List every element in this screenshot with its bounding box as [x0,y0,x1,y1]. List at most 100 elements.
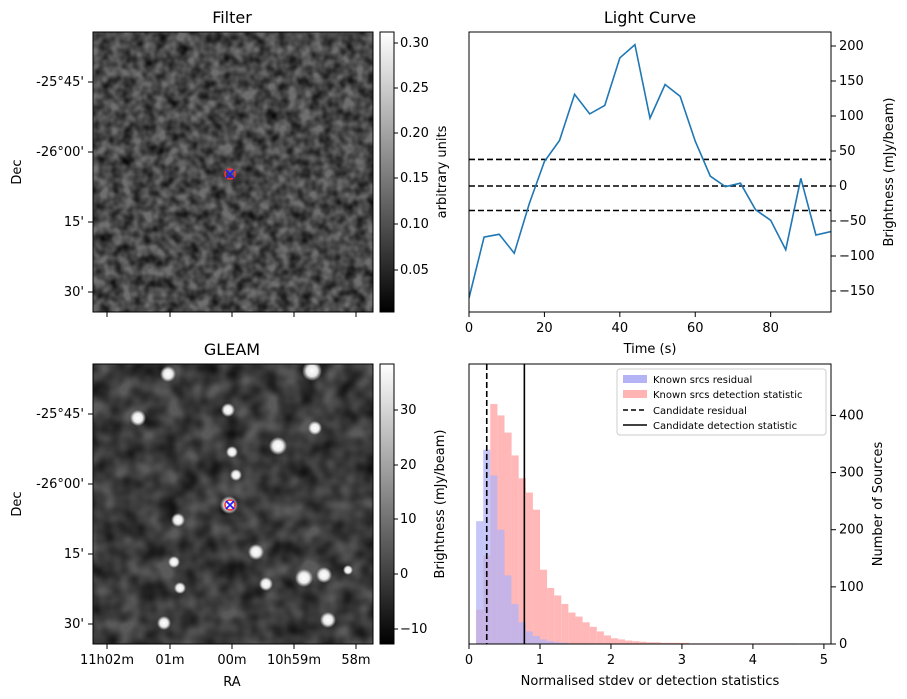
gleam-ytick-label: -26°00' [36,477,84,492]
histogram-panel: 0 1 2 3 4 5 0 100 200 300 400 Normalised stdev or… [433,363,886,689]
filter-cbar-tick-label: 0.05 [400,263,429,278]
histogram-yticks: 0 100 200 300 400 [831,408,864,652]
histogram-xtick-label: 4 [749,653,757,668]
gleam-ytick-label: -25°45' [36,407,84,422]
filter-colorbar-ticks: 0.30 0.25 0.20 0.15 0.10 0.05 [394,36,429,278]
histogram-ytick-label: 0 [839,637,847,652]
histogram-bar [518,478,526,644]
lightcurve-xlabel: Time (s) [623,342,677,357]
legend-label: Candidate detection statistic [653,421,797,432]
gleam-ytick-label: 30' [64,617,84,632]
filter-colorbar-label: arbitrary units [435,125,450,218]
histogram-bar [547,641,555,644]
filter-ytick-label: 15' [64,215,84,230]
histogram-bar [639,641,647,644]
gleam-frame [92,363,374,645]
filter-cbar-tick-label: 0.25 [400,81,429,96]
histogram-bar [596,631,604,644]
lightcurve-ytick-label: −150 [839,284,875,299]
lightcurve-ytick-label: 0 [839,179,847,194]
histogram-bar [497,529,505,644]
gleam-cbar-tick-label: 20 [400,458,417,473]
gleam-yticks: -25°45' -26°00' 15' 30' [36,407,93,632]
histogram-bar [554,642,562,644]
gleam-image [93,364,373,644]
histogram-bar [618,639,626,644]
histogram-bar [539,639,548,644]
histogram-xtick-label: 1 [536,653,544,668]
gleam-cbar-tick-label: 0 [400,567,408,582]
filter-candidate-circle [224,168,236,180]
histogram-xlabel: Normalised stdev or detection statistics [521,674,780,689]
gleam-ylabel: Dec [10,491,25,516]
histogram-ytick-label: 300 [839,466,864,481]
gleam-candidate-x [225,500,235,510]
histogram-bar [667,642,675,644]
gleam-xlabel: RA [223,675,241,690]
histogram-ylabel-left: Brightness (mJy/beam) [433,430,448,579]
gleam-cbar-tick-label: −10 [400,622,427,637]
gleam-xtick-label: 11h02m [80,653,134,668]
gleam-xtick-label: 00m [217,653,246,668]
histogram-bar [575,616,583,644]
histogram-bar [625,640,633,644]
histogram-bar [525,631,533,644]
filter-image-frame [92,31,374,313]
histogram-bar [653,642,661,644]
legend-swatch-known-residual [623,375,647,383]
histogram-bar [518,622,526,644]
histogram-xticks: 0 1 2 3 4 5 [465,644,828,668]
histogram-bar [589,626,597,644]
filter-candidate-x [225,169,235,179]
filter-ylabel: Dec [10,159,25,184]
histogram-bar [547,588,555,644]
histogram-candidate-lines [485,364,526,644]
histogram-bar [582,622,590,644]
lightcurve-series [469,43,831,299]
filter-yticks: -25°45' -26°00' 15' 30' [36,75,357,317]
lightcurve-frame [468,31,832,313]
gleam-xticks: 11h02m 01m 00m 10h59m 58m [80,644,371,668]
filter-ytick-label: -25°45' [36,75,84,90]
gleam-cbar-tick-label: 30 [400,403,417,418]
histogram-bar [674,642,682,644]
histogram-bar [504,575,512,644]
legend-label: Candidate residual [653,406,747,417]
histogram-bar [476,521,484,644]
histogram-bar [610,638,619,644]
gleam-colorbar-ticks: 30 20 10 0 −10 [394,403,427,637]
histogram-bar [568,612,576,644]
histogram-ytick-label: 200 [839,523,864,538]
filter-panel: Filter Dec -25°45' -26°00' 15' 30' [10,8,450,317]
lightcurve-panel: Light Curve 0 20 40 60 80 −150 −100 −50 0 50 100 1… [465,8,897,357]
gleam-panel: GLEAM [10,340,427,690]
histogram-bar [681,642,690,644]
histogram-bar [603,635,611,644]
histogram-xtick-label: 3 [678,653,686,668]
histogram-xtick-label: 0 [465,653,473,668]
filter-title: Filter [212,8,252,27]
filter-cbar-tick-label: 0.15 [400,171,429,186]
gleam-cbar-tick-label: 10 [400,512,417,527]
filter-colorbar [379,31,395,313]
lightcurve-line [469,43,831,299]
lightcurve-ytick-label: 200 [839,39,864,54]
histogram-xtick-label: 5 [820,653,828,668]
gleam-xtick-label: 58m [341,653,370,668]
histogram-bar [632,641,640,644]
histogram-ytick-label: 400 [839,408,864,423]
histogram-bar [660,642,668,644]
gleam-xtick-label: 10h59m [267,653,321,668]
histogram-bar [504,432,512,644]
histogram-frame [468,363,832,645]
gleam-xtick-label: 01m [155,653,184,668]
lightcurve-xtick-label: 40 [612,321,629,336]
histogram-bar [525,492,533,644]
filter-cbar-tick-label: 0.20 [400,126,429,141]
histogram-bar [561,604,569,644]
lightcurve-ytick-label: 50 [839,144,856,159]
lightcurve-threshold-lines [469,158,831,212]
gleam-colorbar [379,363,395,645]
histogram-ytick-label: 100 [839,580,864,595]
